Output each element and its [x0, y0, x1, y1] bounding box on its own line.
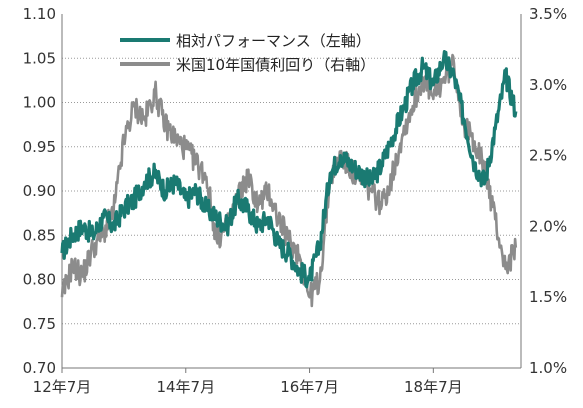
series-line-us-10y-yield [60, 53, 518, 308]
x-tick-label: 16年7月 [280, 378, 339, 396]
y-left-tick-label: 0.95 [23, 138, 56, 156]
y-right-tick-label: 3.5% [529, 5, 567, 23]
y-left-tick-label: 0.70 [23, 359, 56, 377]
legend: 相対パフォーマンス（左軸） 米国10年国債利回り（右軸） [120, 32, 375, 74]
y-left-tick-label: 0.80 [23, 271, 56, 289]
y-left-tick-label: 0.85 [23, 226, 56, 244]
y-left-tick-label: 0.75 [23, 315, 56, 333]
series-line-relative-performance [60, 50, 518, 289]
axis-layer: 0.70 0.75 0.80 0.85 0.90 0.95 1.00 1.05 1.10 1.0%… [23, 5, 568, 396]
y-left-tick-label: 1.05 [23, 49, 56, 67]
grid-layer [62, 57, 521, 325]
y-right-tick-label: 2.5% [529, 147, 567, 165]
x-tick-label: 18年7月 [404, 378, 463, 396]
x-tick-label: 14年7月 [156, 378, 215, 396]
y-left-tick-label: 0.90 [23, 182, 56, 200]
y-left-tick-label: 1.00 [23, 94, 56, 112]
y-left-tick-label: 1.10 [23, 5, 56, 23]
y-right-tick-label: 2.0% [529, 217, 567, 235]
y-right-tick-label: 1.5% [529, 288, 567, 306]
legend-label-us-10y-yield: 米国10年国債利回り（右軸） [176, 56, 375, 74]
series-layer [60, 50, 518, 308]
legend-label-relative-performance: 相対パフォーマンス（左軸） [176, 32, 371, 50]
x-tick-label: 12年7月 [33, 378, 92, 396]
y-right-tick-label: 3.0% [529, 76, 567, 94]
y-right-tick-label: 1.0% [529, 359, 567, 377]
